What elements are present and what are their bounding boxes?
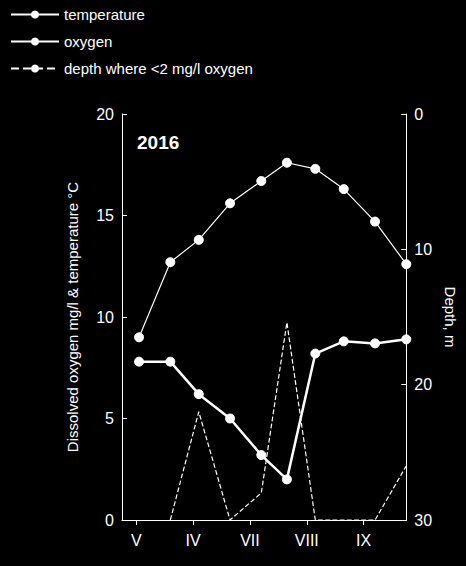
svg-text:20: 20 <box>96 106 114 123</box>
svg-text:10: 10 <box>414 241 432 258</box>
svg-text:15: 15 <box>96 207 114 224</box>
svg-text:Dissolved oxygen mg/l & temper: Dissolved oxygen mg/l & temperature °C <box>64 182 81 452</box>
svg-text:0: 0 <box>105 512 114 529</box>
svg-text:VII: VII <box>240 532 260 549</box>
svg-text:oxygen: oxygen <box>64 33 112 50</box>
svg-text:V: V <box>131 532 142 549</box>
svg-text:20: 20 <box>414 376 432 393</box>
svg-text:depth where <2 mg/l oxygen: depth where <2 mg/l oxygen <box>64 60 253 77</box>
svg-text:IX: IX <box>356 532 371 549</box>
svg-text:5: 5 <box>105 410 114 427</box>
svg-text:0: 0 <box>414 106 423 123</box>
svg-text:Depth, m: Depth, m <box>442 287 459 348</box>
svg-text:temperature: temperature <box>64 6 145 23</box>
svg-text:VIII: VIII <box>295 532 319 549</box>
svg-text:2016: 2016 <box>137 132 179 153</box>
svg-text:30: 30 <box>414 512 432 529</box>
svg-text:IV: IV <box>186 532 201 549</box>
svg-text:10: 10 <box>96 309 114 326</box>
